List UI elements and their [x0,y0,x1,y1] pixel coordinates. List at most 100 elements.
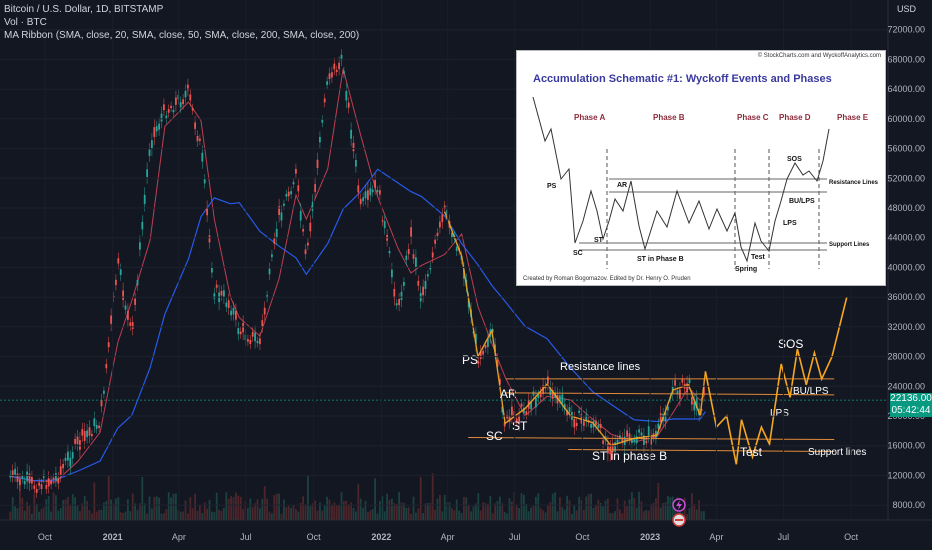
candle-body [292,182,295,185]
test-label: Test [740,445,763,459]
candle-body [611,443,614,453]
candle-body [230,310,233,316]
price-axis[interactable]: 72000.00 68000.00 64000.00 60000.00 56000.00… [0,25,925,510]
candle-body [208,235,211,243]
volume-bar [179,511,182,520]
ma-ribbon-indicator-label[interactable]: MA Ribbon (SMA, close, 20, SMA, close, 5… [4,30,360,41]
volume-bar [451,508,453,520]
volume-bar [340,492,343,520]
volume-bar [151,508,153,520]
candle-body [93,418,96,427]
candle-body [602,440,605,444]
candle-body [71,452,74,459]
candle-body [693,401,696,411]
volume-bar [182,511,185,520]
candle-body [55,473,57,481]
candle-body [479,351,482,359]
volume-bar [470,511,473,520]
candle-body [242,322,245,333]
volume-bar [88,510,91,520]
candle-body [261,320,264,327]
candle-body [614,442,617,452]
volume-bar [374,478,377,520]
volume-bar [573,505,576,520]
candle-body [136,279,139,286]
candle-body [359,199,362,205]
volume-bar [623,500,626,520]
volume-bar [81,503,84,520]
volume-bar [626,506,629,520]
volume-bar [671,496,674,520]
volume-bar [290,508,293,520]
schematic-price-path [532,96,830,263]
support-line-2 [568,449,835,453]
candle-body [151,140,153,149]
volume-bar [86,501,89,520]
volume-bar [496,500,499,520]
phase-e-label: Phase E [837,113,869,122]
volume-bar [458,510,461,520]
candle-body [81,428,84,436]
candle-body [695,398,698,409]
volume-bar [31,513,33,520]
candle-body [326,81,329,85]
candle-body [103,390,105,394]
volume-bar [79,511,81,520]
volume-bar [98,509,101,520]
volume-bar [597,499,600,520]
candle-body [307,242,309,246]
candle-body [299,210,302,221]
volume-bar [220,510,223,520]
candle-body [376,190,379,193]
candle-body [16,473,19,482]
candle-body [446,209,449,215]
candle-body [621,437,624,443]
price-tick-4: 56000.00 [887,144,925,154]
candle-body [129,322,132,326]
volume-bar [172,493,175,520]
sos-label: SOS [778,337,803,351]
candle-body [491,329,494,333]
candle-body [165,115,168,119]
volume-bar [223,507,225,520]
time-tick-8: Oct [575,532,590,542]
candle-body [362,197,365,202]
volume-bar [167,492,170,520]
volume-indicator-label[interactable]: Vol · BTC [4,17,47,28]
candle-body [155,126,158,132]
volume-bar [40,508,43,520]
candle-body [131,322,134,329]
candle-body [95,424,98,429]
candle-body [271,254,273,258]
candle-body [674,380,677,387]
symbol-title[interactable]: Bitcoin / U.S. Dollar, 1D, BITSTAMP [4,4,164,15]
candle-body [124,305,127,310]
volume-bar [345,500,348,520]
ps-label: PS [462,353,478,367]
candle-body [91,433,93,437]
volume-bar [335,505,338,520]
candle-body [323,98,326,103]
volume-bar [297,511,300,520]
volume-bar [14,506,17,520]
schematic-ar-label: AR [617,182,627,189]
volume-bar [388,499,391,520]
volume-bar [64,499,67,520]
volume-bar [9,511,12,520]
candle-body [475,333,477,344]
resistance-line-2 [505,392,835,396]
volume-bar [549,502,552,520]
candle-body [439,221,441,228]
candle-body [335,69,338,73]
volume-bar [511,501,513,520]
volume-bar [659,507,662,520]
volume-bar [119,512,122,520]
candle-body [280,212,283,221]
event-icon[interactable] [672,498,686,527]
candle-body [655,430,657,438]
candle-body [158,123,161,130]
volume-bar [208,499,211,520]
candle-body [179,102,182,108]
volume-bar [131,493,134,520]
